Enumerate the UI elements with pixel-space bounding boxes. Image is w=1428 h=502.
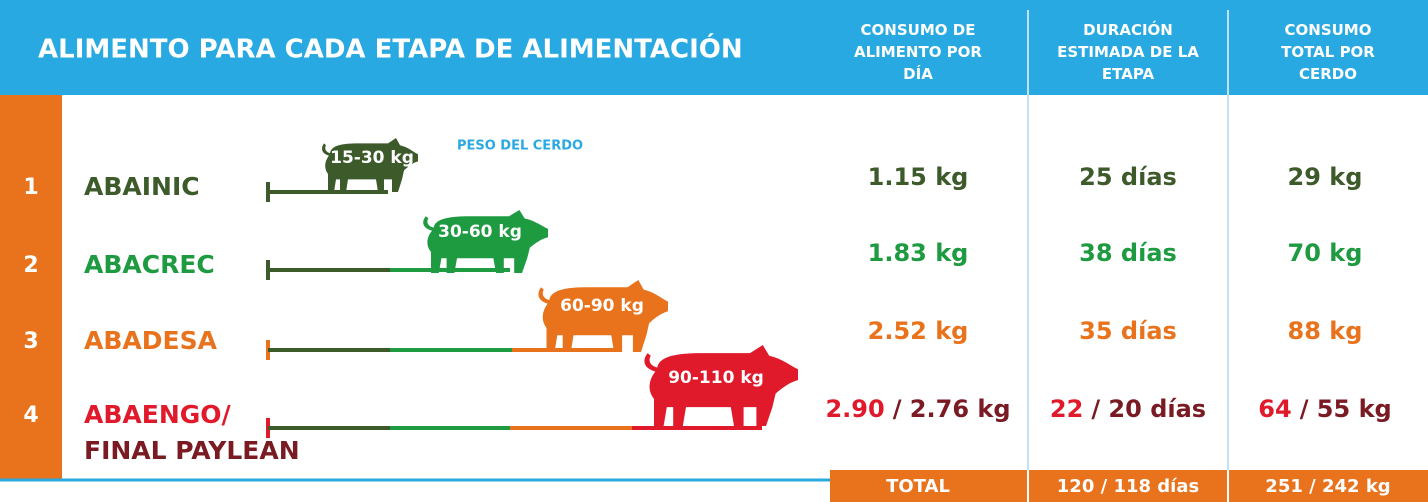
footer-band — [830, 470, 1428, 502]
pig-icon — [538, 280, 668, 352]
row-number: 4 — [23, 403, 38, 428]
product-name: ABAENGO/ — [84, 400, 232, 429]
weight-label: PESO DEL CERDO — [457, 139, 583, 154]
duracion: 35 días — [1079, 317, 1177, 345]
weight-range: 90-110 kg — [668, 368, 764, 388]
column-header: CONSUMO TOTAL POR CERDO — [1281, 21, 1375, 83]
consumo: 2.90/ 2.76 kg — [825, 395, 1010, 423]
row-number: 2 — [23, 253, 38, 278]
header-band — [0, 0, 1428, 95]
column-header: DURACIÓN ESTIMADA DE LA ETAPA — [1057, 20, 1199, 83]
row-number: 1 — [23, 175, 38, 200]
footer-total: 251 / 242 kg — [1265, 476, 1390, 497]
total: 88 kg — [1288, 317, 1363, 345]
consumo: 1.15 kg — [868, 163, 969, 191]
total: 64/ 55 kg — [1258, 395, 1391, 423]
weight-range: 30-60 kg — [438, 222, 522, 242]
row-number: 3 — [23, 329, 38, 354]
product-name: ABADESA — [84, 326, 218, 355]
product-name: ABACREC — [84, 250, 215, 279]
duracion: 25 días — [1079, 163, 1177, 191]
weight-range: 15-30 kg — [330, 148, 414, 168]
consumo: 2.52 kg — [868, 317, 969, 345]
product-name: ABAINIC — [84, 172, 200, 201]
duracion: 22/ 20 días — [1050, 395, 1206, 423]
product-name: FINAL PAYLEAN — [84, 436, 300, 465]
total: 29 kg — [1288, 163, 1363, 191]
consumo: 1.83 kg — [868, 239, 969, 267]
weight-range: 60-90 kg — [560, 296, 644, 316]
duracion: 38 días — [1079, 239, 1177, 267]
number-column — [0, 95, 62, 480]
column-header: CONSUMO DE ALIMENTO POR DÍA — [854, 21, 982, 83]
total: 70 kg — [1288, 239, 1363, 267]
footer-label: TOTAL — [886, 476, 950, 497]
title: ALIMENTO PARA CADA ETAPA DE ALIMENTACIÓN — [38, 33, 743, 65]
footer-duracion: 120 / 118 días — [1057, 476, 1199, 497]
